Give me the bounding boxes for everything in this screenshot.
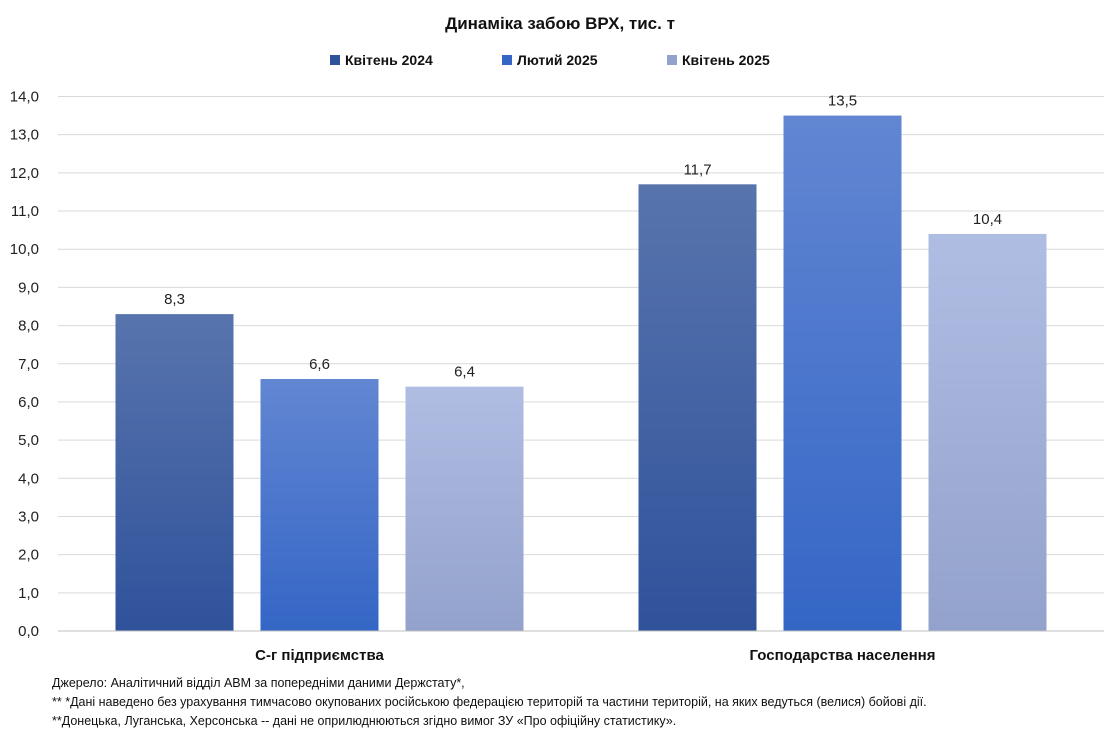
y-tick-label: 6,0 — [18, 394, 39, 411]
y-tick-label: 0,0 — [18, 623, 39, 640]
data-label: 6,4 — [454, 364, 475, 381]
footnote-regions: **Донецька, Луганська, Херсонська -- дан… — [52, 714, 677, 728]
data-label: 6,6 — [309, 356, 330, 373]
y-tick-label: 14,0 — [10, 89, 39, 106]
legend-swatch-1 — [330, 55, 340, 65]
y-tick-label: 3,0 — [18, 508, 39, 525]
y-tick-label: 8,0 — [18, 318, 39, 335]
legend: Квітень 2024 Лютий 2025 Квітень 2025 — [330, 52, 770, 68]
chart-title: Динаміка забою ВРХ, тис. т — [445, 14, 675, 33]
value-labels: 8,3 6,6 6,4 11,7 13,5 10,4 — [164, 93, 1002, 381]
bar-1-2 — [638, 184, 757, 631]
y-tick-label: 1,0 — [18, 585, 39, 602]
bars — [115, 115, 1047, 631]
y-tick-label: 9,0 — [18, 279, 39, 296]
y-tick-label: 2,0 — [18, 547, 39, 564]
y-tick-label: 13,0 — [10, 127, 39, 144]
data-label: 13,5 — [828, 93, 857, 110]
y-tick-label: 4,0 — [18, 470, 39, 487]
bar-3-2 — [928, 233, 1047, 631]
legend-swatch-2 — [502, 55, 512, 65]
y-tick-label: 10,0 — [10, 241, 39, 258]
legend-label-2: Лютий 2025 — [517, 52, 598, 68]
bar-3-1 — [405, 386, 524, 631]
source-note: Джерело: Аналітичний відділ АВМ за попер… — [52, 676, 465, 690]
data-label: 11,7 — [683, 161, 711, 178]
bar-2-2 — [783, 115, 902, 631]
data-label: 8,3 — [164, 291, 185, 308]
y-tick-label: 7,0 — [18, 356, 39, 373]
footnote-occupied: ** *Дані наведено без урахування тимчасо… — [52, 695, 927, 709]
x-category-label: С-г підприємства — [255, 647, 384, 664]
x-category-label: Господарства населення — [750, 647, 936, 664]
legend-swatch-3 — [667, 55, 677, 65]
y-tick-label: 12,0 — [10, 165, 39, 182]
footnotes: Джерело: Аналітичний відділ АВМ за попер… — [52, 674, 927, 731]
y-tick-label: 5,0 — [18, 432, 39, 449]
bar-2-1 — [260, 379, 379, 631]
legend-label-1: Квітень 2024 — [345, 52, 433, 68]
data-label: 10,4 — [973, 211, 1002, 228]
x-axis: С-г підприємства Господарства населення — [58, 630, 1104, 664]
bar-1-1 — [115, 314, 234, 631]
y-axis: 0,0 1,0 2,0 3,0 4,0 5,0 6,0 7,0 8,0 9,0 10,0 11,0 12… — [10, 89, 39, 641]
legend-label-3: Квітень 2025 — [682, 52, 770, 68]
y-tick-label: 11,0 — [11, 203, 39, 220]
